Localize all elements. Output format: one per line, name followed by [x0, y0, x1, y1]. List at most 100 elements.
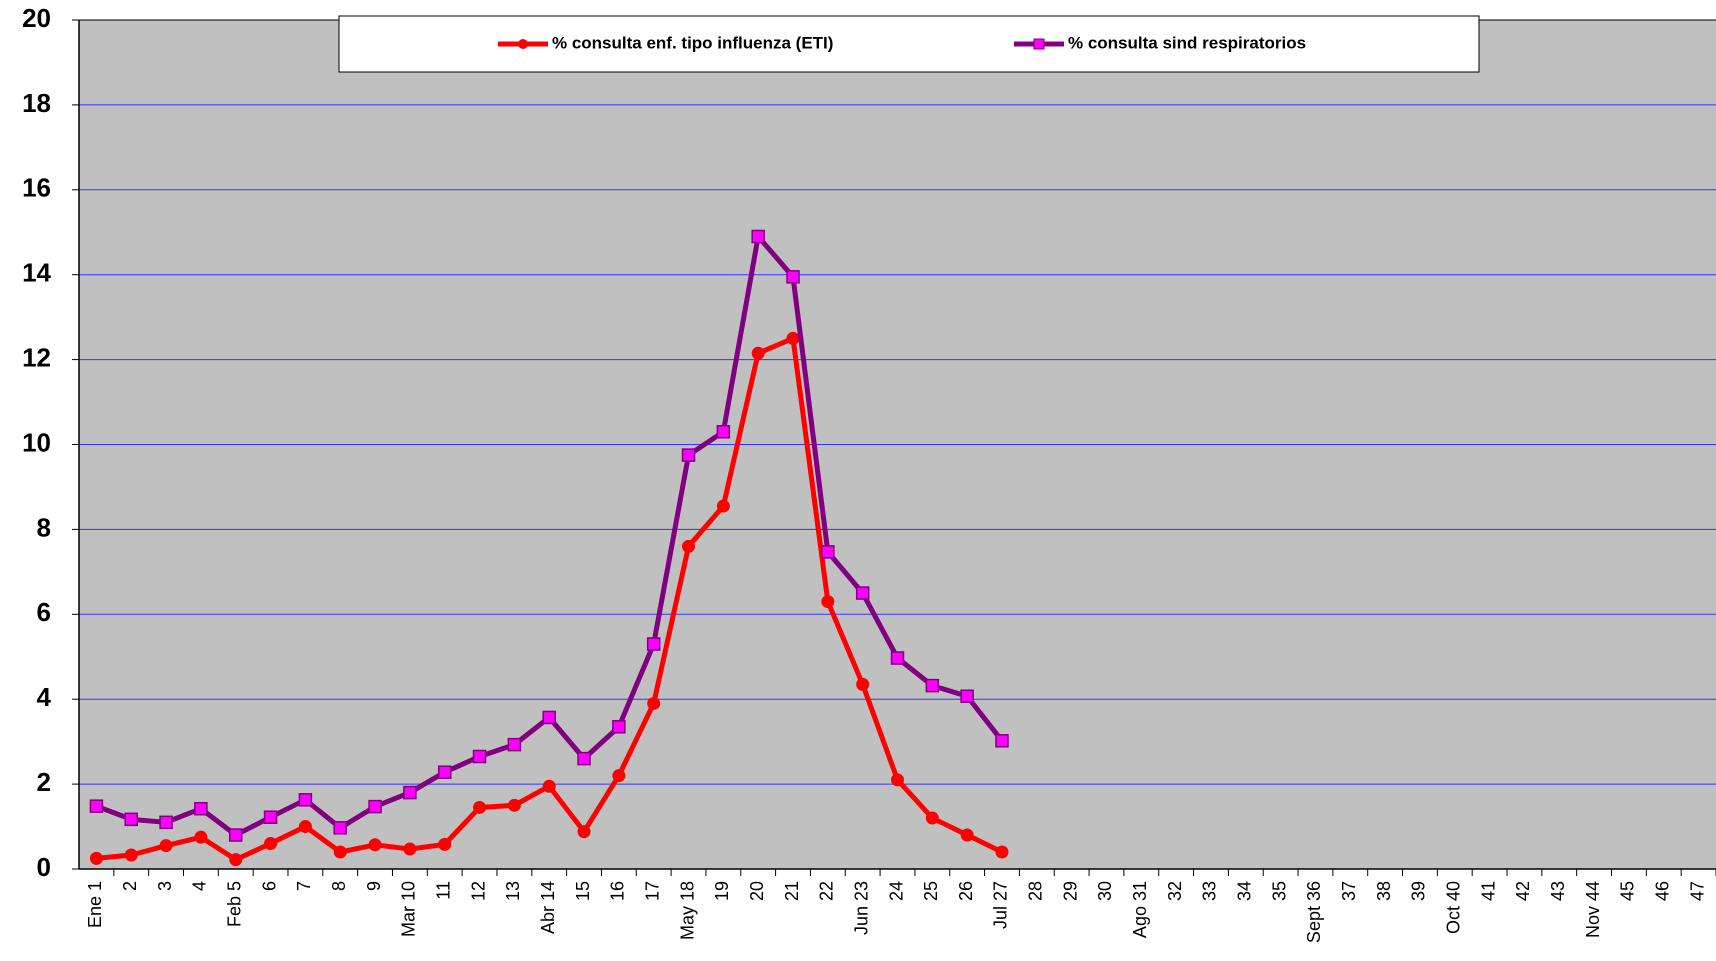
x-tick-label: May 18 — [677, 881, 697, 940]
x-tick-label: 26 — [956, 881, 976, 901]
x-tick-label: Sept 36 — [1304, 881, 1324, 943]
point — [925, 811, 939, 825]
point — [577, 751, 591, 766]
point — [264, 837, 278, 851]
point — [507, 737, 522, 752]
y-tick-label: 14 — [22, 258, 51, 288]
x-tick-label: Oct 40 — [1444, 881, 1464, 934]
x-tick-label: 6 — [259, 881, 279, 891]
point — [368, 799, 382, 814]
point — [786, 331, 800, 345]
point — [438, 837, 452, 851]
x-tick-label: Nov 44 — [1583, 881, 1603, 938]
point — [751, 229, 765, 244]
legend-marker — [518, 39, 528, 49]
x-tick-label: 34 — [1235, 881, 1255, 901]
x-tick-label: 9 — [364, 881, 384, 891]
point — [194, 801, 208, 816]
x-tick-label: 4 — [190, 881, 210, 891]
y-tick-label: 16 — [22, 173, 51, 203]
legend-label: % consulta enf. tipo influenza (ETI) — [552, 33, 833, 52]
x-tick-label: Feb 5 — [224, 881, 244, 927]
y-tick-label: 18 — [22, 88, 51, 118]
x-tick-label: 41 — [1478, 881, 1498, 901]
x-tick-label: 28 — [1026, 881, 1046, 901]
point — [403, 842, 417, 856]
x-tick-label: 17 — [642, 881, 662, 901]
y-tick-label: 10 — [22, 427, 51, 457]
x-tick-label: 42 — [1513, 881, 1533, 901]
point — [681, 448, 696, 462]
x-tick-label: 45 — [1618, 881, 1638, 901]
point — [856, 677, 870, 691]
x-tick-label: 19 — [712, 881, 732, 901]
point — [194, 830, 208, 844]
point — [995, 734, 1009, 748]
legend-label: % consulta sind respiratorios — [1068, 33, 1306, 52]
point — [298, 820, 312, 834]
x-tick-label: 22 — [817, 881, 837, 901]
x-tick-label: 37 — [1339, 881, 1359, 901]
x-tick-label: Ene 1 — [85, 881, 105, 928]
point — [507, 798, 521, 812]
x-tick-label: 43 — [1548, 881, 1568, 901]
point — [89, 851, 103, 865]
point — [647, 696, 661, 710]
point — [960, 828, 974, 842]
point — [333, 821, 347, 835]
y-tick-label: 4 — [37, 682, 52, 712]
point — [228, 828, 243, 842]
point — [612, 769, 626, 783]
y-tick-label: 12 — [22, 342, 51, 372]
point — [263, 810, 278, 824]
point — [403, 785, 417, 800]
point — [960, 689, 974, 703]
point — [925, 678, 940, 693]
point — [298, 793, 313, 807]
x-tick-label: Jul 27 — [991, 881, 1011, 929]
x-tick-label: Jun 23 — [851, 881, 871, 935]
x-tick-label: 12 — [468, 881, 488, 901]
x-tick-label: 21 — [782, 881, 802, 901]
point — [995, 845, 1009, 859]
y-tick-label: 2 — [37, 767, 51, 797]
x-tick-label: 33 — [1200, 881, 1220, 901]
point — [751, 346, 765, 360]
point — [855, 586, 870, 600]
point — [577, 825, 591, 839]
point — [821, 545, 835, 559]
point — [89, 799, 104, 813]
x-tick-label: 8 — [329, 881, 349, 891]
point — [473, 800, 487, 814]
point — [472, 749, 487, 764]
y-tick-label: 6 — [37, 597, 51, 627]
x-tick-label: 30 — [1095, 881, 1115, 901]
x-tick-label: Ago 31 — [1130, 881, 1150, 938]
point — [821, 595, 835, 609]
x-tick-label: 20 — [747, 881, 767, 901]
point — [542, 779, 556, 793]
point — [716, 425, 731, 439]
point — [682, 539, 696, 553]
x-tick-label: 46 — [1653, 881, 1673, 901]
point — [368, 838, 382, 852]
x-tick-label: 29 — [1060, 881, 1080, 901]
point — [333, 845, 347, 859]
x-tick-label: Mar 10 — [399, 881, 419, 937]
point — [891, 773, 904, 787]
point — [612, 720, 626, 734]
x-tick-label: 38 — [1374, 881, 1394, 901]
x-tick-label: 11 — [433, 881, 453, 900]
x-tick-label: 47 — [1687, 881, 1707, 901]
x-tick-label: 7 — [294, 881, 314, 891]
point — [159, 839, 173, 853]
point — [124, 812, 138, 827]
point — [159, 815, 173, 830]
x-tick-label: 16 — [608, 881, 628, 901]
x-tick-label: 32 — [1165, 881, 1185, 901]
x-tick-label: 13 — [503, 881, 523, 901]
point — [124, 848, 138, 862]
point — [890, 651, 905, 665]
point — [716, 499, 730, 513]
